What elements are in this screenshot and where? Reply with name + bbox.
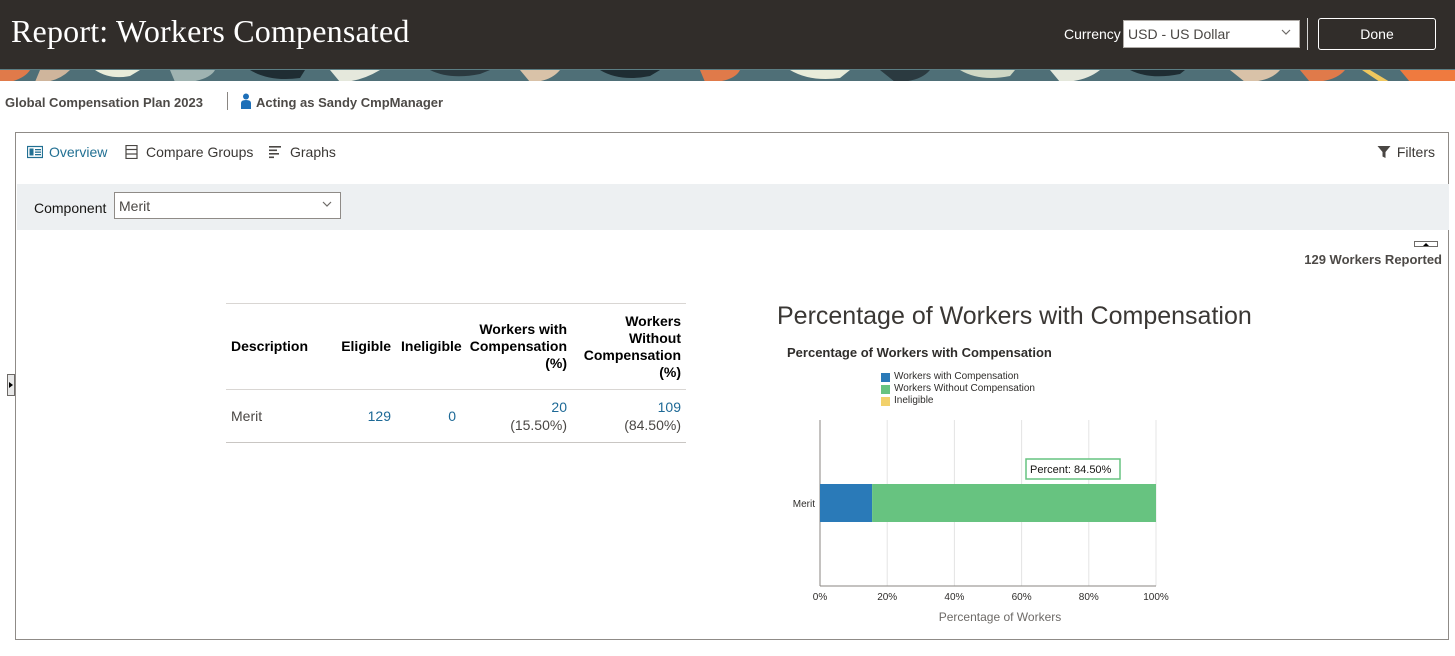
cell-description: Merit xyxy=(226,389,336,443)
decorative-banner xyxy=(0,69,1455,81)
component-label: Component xyxy=(34,200,107,216)
component-value: Merit xyxy=(119,198,151,214)
chevron-down-icon xyxy=(1281,29,1291,35)
col-workers-without-line4: (%) xyxy=(659,363,681,380)
col-workers-without-line1: Workers xyxy=(625,312,681,329)
filter-icon xyxy=(1377,146,1391,158)
col-eligible: Eligible xyxy=(336,303,396,390)
tab-graphs-label: Graphs xyxy=(290,144,336,160)
col-description: Description xyxy=(226,303,336,390)
tooltip-text: Percent: 84.50% xyxy=(1030,464,1112,476)
collapse-button[interactable] xyxy=(1414,241,1438,247)
currency-label: Currency xyxy=(1064,26,1121,42)
col-workers-without: Workers Without Compensation (%) xyxy=(572,303,686,390)
banner-pattern xyxy=(0,70,1455,81)
legend-label: Ineligible xyxy=(894,395,934,406)
cell-workers-without-pct: (84.50%) xyxy=(624,417,681,433)
x-tick-label: 0% xyxy=(813,592,828,603)
compensation-table: Description Eligible Ineligible Workers … xyxy=(226,303,686,443)
graphs-icon xyxy=(269,146,281,159)
x-axis-label: Percentage of Workers xyxy=(939,610,1062,624)
legend-item[interactable]: Ineligible xyxy=(881,395,1035,407)
bar-segment xyxy=(872,484,1156,522)
x-tick-label: 20% xyxy=(877,592,897,603)
currency-value: USD - US Dollar xyxy=(1128,26,1230,42)
x-tick-label: 40% xyxy=(944,592,964,603)
acting-as-label: Acting as Sandy CmpManager xyxy=(256,95,444,110)
legend-swatch xyxy=(881,384,890,394)
tab-overview[interactable]: Overview xyxy=(27,144,107,160)
legend-item[interactable]: Workers Without Compensation xyxy=(881,383,1035,395)
done-button[interactable]: Done xyxy=(1318,18,1436,50)
context-separator xyxy=(227,92,228,110)
chart-title: Percentage of Workers with Compensation xyxy=(787,345,1052,360)
cell-workers-with: 20 (15.50%) xyxy=(464,389,572,443)
cell-workers-with-pct: (15.50%) xyxy=(510,417,567,433)
cell-workers-without: 109 (84.50%) xyxy=(572,389,686,443)
component-select[interactable]: Merit xyxy=(114,192,341,219)
cell-eligible-link[interactable]: 129 xyxy=(336,389,396,443)
tab-graphs[interactable]: Graphs xyxy=(268,144,336,160)
tab-compare-groups-label: Compare Groups xyxy=(146,144,254,160)
legend-swatch xyxy=(881,372,890,382)
tooltip-box xyxy=(1025,458,1121,480)
filters-label: Filters xyxy=(1396,144,1435,160)
x-tick-label: 60% xyxy=(1012,592,1032,603)
caret-right-icon xyxy=(9,382,13,388)
col-ineligible: Ineligible xyxy=(396,303,464,390)
col-workers-with-line1: Workers with xyxy=(479,321,567,337)
col-workers-without-line3: Compensation xyxy=(583,346,681,363)
chart-legend: Workers with Compensation Workers Without… xyxy=(881,371,1035,407)
tab-compare-groups[interactable]: Compare Groups xyxy=(124,144,253,160)
component-bar: Component Merit xyxy=(17,184,1449,230)
stacked-bar-chart: 0% 20% 40% 60% 80% 100% Merit Percent: 84.50% Pe… xyxy=(793,420,1169,624)
x-tick-label: 80% xyxy=(1079,592,1099,603)
tab-overview-label: Overview xyxy=(49,144,108,160)
plan-name: Global Compensation Plan 2023 xyxy=(5,95,203,110)
compare-groups-icon xyxy=(125,145,138,159)
person-icon xyxy=(241,93,251,109)
workers-reported: 129 Workers Reported xyxy=(1304,252,1442,267)
caret-up-icon xyxy=(1423,243,1429,246)
col-workers-with-line3: (%) xyxy=(545,355,567,371)
legend-item[interactable]: Workers with Compensation xyxy=(881,371,1035,383)
chart-heading: Percentage of Workers with Compensation xyxy=(777,302,1252,330)
side-panel-toggle[interactable] xyxy=(7,374,15,396)
table-row: Merit 129 0 20 (15.50%) 109 (84.50%) xyxy=(226,389,686,443)
currency-select[interactable]: USD - US Dollar xyxy=(1123,20,1300,48)
filters-button[interactable]: Filters xyxy=(1377,144,1435,160)
col-workers-with: Workers with Compensation (%) xyxy=(464,303,572,390)
cell-workers-without-count-link[interactable]: 109 xyxy=(657,399,681,415)
y-category-label: Merit xyxy=(793,499,815,510)
col-workers-with-line2: Compensation xyxy=(469,338,567,354)
legend-swatch xyxy=(881,396,890,406)
cell-workers-with-count-link[interactable]: 20 xyxy=(551,399,567,415)
app-header: Report: Workers Compensated Currency USD… xyxy=(0,0,1455,69)
table-header-row: Description Eligible Ineligible Workers … xyxy=(226,303,686,390)
legend-label: Workers with Compensation xyxy=(894,371,1019,382)
x-tick-label: 100% xyxy=(1143,592,1169,603)
page-title: Report: Workers Compensated xyxy=(11,13,410,49)
bar-segment xyxy=(820,484,873,522)
header-divider xyxy=(1307,18,1308,50)
cell-ineligible-link[interactable]: 0 xyxy=(396,389,464,443)
overview-icon xyxy=(27,145,43,159)
legend-label: Workers Without Compensation xyxy=(894,383,1035,394)
chevron-down-icon xyxy=(322,201,332,207)
col-workers-without-line2: Without xyxy=(629,329,681,346)
